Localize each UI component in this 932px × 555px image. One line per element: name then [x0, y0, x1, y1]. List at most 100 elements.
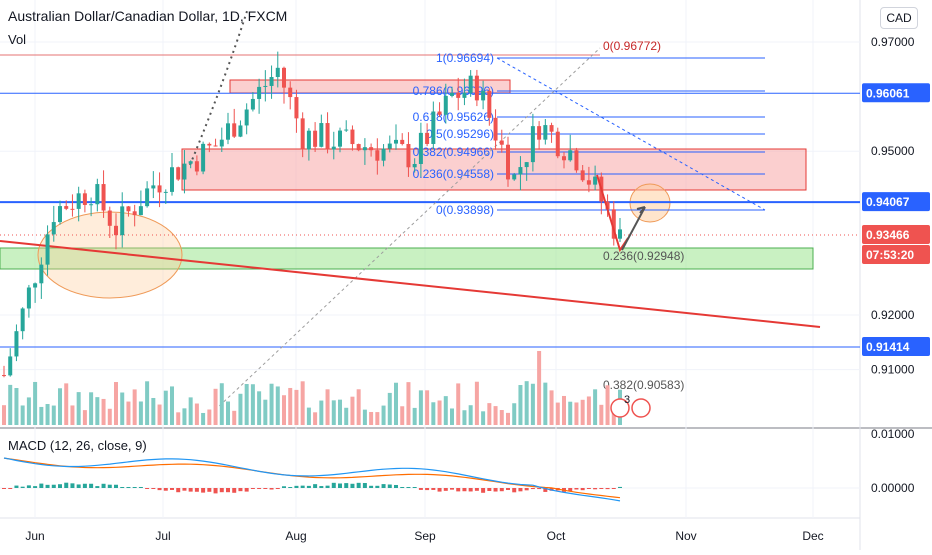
volume-bar	[474, 381, 479, 425]
fib-level-label: 0.618(0.95626)	[413, 110, 494, 124]
candle-body	[182, 163, 187, 180]
rebound-arrow	[621, 206, 646, 251]
volume-bar	[33, 381, 38, 425]
macd-bar	[132, 487, 137, 488]
macd-bar	[543, 488, 548, 492]
price-tag-countdown: 07:53:20	[866, 248, 914, 262]
candle-body	[275, 67, 280, 78]
price-tag-countdown-bg	[862, 244, 930, 264]
candle-body	[89, 204, 94, 206]
volume-bar	[101, 398, 106, 425]
candle-body	[114, 225, 118, 236]
macd-bar	[431, 488, 436, 490]
volume-bar	[443, 396, 448, 425]
volume-bar	[555, 402, 560, 425]
candle-body	[219, 139, 224, 147]
candle-body	[257, 86, 262, 99]
x-tick-label: Oct	[547, 529, 566, 543]
macd-bar	[20, 486, 25, 488]
macd-bar	[201, 488, 206, 493]
candle-body	[82, 193, 87, 205]
support-zone	[0, 247, 814, 270]
fib-extension-line	[214, 47, 601, 411]
volume-bar	[282, 395, 286, 425]
volume-bar	[194, 403, 199, 425]
macd-bar	[331, 482, 336, 488]
macd-bar	[512, 488, 517, 493]
volume-bar	[425, 390, 430, 425]
macd-bar	[14, 485, 19, 488]
macd-bar	[605, 488, 610, 490]
macd-bar	[599, 488, 604, 489]
macd-bar	[313, 484, 318, 488]
candle-body	[456, 92, 461, 98]
candle-body	[549, 125, 554, 132]
macd-bar	[238, 488, 243, 492]
macd-bar	[151, 488, 156, 489]
macd-bar	[456, 488, 461, 492]
volume-bar	[250, 384, 255, 425]
macd-bar	[369, 485, 374, 488]
candle-body	[543, 125, 548, 140]
candle-body	[170, 167, 174, 192]
x-tick-label: Aug	[285, 529, 306, 543]
macd-bar	[462, 488, 467, 492]
volume-bar	[481, 411, 486, 425]
fib-level-label: 0.786(0.96096)	[413, 84, 494, 98]
macd-bar	[487, 488, 492, 492]
candle-body	[244, 109, 249, 126]
volume-bars	[2, 350, 622, 425]
candle-body	[319, 123, 324, 147]
candle-body	[76, 193, 81, 209]
volume-bar	[537, 350, 542, 425]
macd-bar	[499, 488, 504, 492]
candle-body	[375, 150, 380, 161]
volume-bar	[499, 410, 504, 425]
candle-body	[58, 206, 62, 223]
fib-level-label: 0.382(0.94966)	[413, 145, 494, 159]
candle-body	[288, 87, 293, 98]
candle-body	[188, 161, 193, 164]
volume-bar	[89, 392, 94, 425]
macd-bar	[33, 486, 38, 488]
candle-body	[2, 375, 6, 377]
volume-bar	[207, 409, 212, 425]
price-tag-current-bg	[862, 224, 930, 244]
volume-bar	[338, 399, 342, 425]
candle-body	[26, 287, 31, 309]
candle-body	[406, 144, 411, 168]
chart-title: Australian Dollar/Canadian Dollar, 1D, F…	[8, 8, 288, 24]
candle-body	[580, 170, 585, 181]
volume-bar	[580, 399, 585, 425]
macd-bar	[89, 483, 94, 488]
macd-tick-label: 0.00000	[871, 481, 915, 495]
candle-body	[487, 90, 492, 118]
macd-bar	[418, 488, 423, 490]
volume-bar	[518, 385, 523, 425]
candle-body	[586, 180, 591, 185]
volume-bar	[176, 412, 181, 425]
volume-bar	[163, 390, 168, 425]
candle-body	[555, 131, 560, 157]
volume-bar	[418, 390, 423, 425]
macd-bar	[350, 483, 355, 488]
macd-bar	[157, 488, 162, 491]
candle-body	[462, 92, 467, 98]
macd-bar	[586, 488, 591, 489]
volume-bar	[257, 391, 262, 425]
volume-bar	[300, 381, 305, 425]
volume-bar	[344, 407, 349, 425]
volume-bar	[331, 400, 336, 425]
currency-button[interactable]: CAD	[880, 7, 918, 29]
candle-body	[418, 132, 423, 164]
macd-bar	[101, 483, 106, 488]
x-tick-label: Dec	[802, 529, 823, 543]
macd-bar	[170, 488, 174, 490]
volume-bar	[201, 412, 206, 425]
volume-bar	[462, 410, 467, 425]
candle-body	[394, 139, 398, 144]
candle-body	[611, 209, 616, 239]
candle-body	[201, 143, 206, 172]
